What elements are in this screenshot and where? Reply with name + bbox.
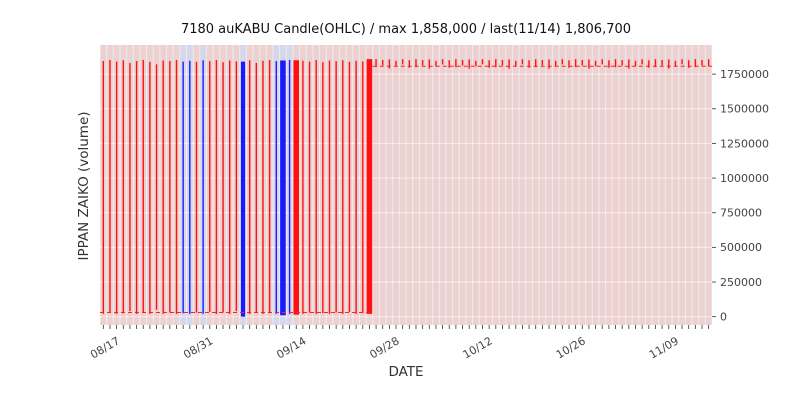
y-tick-label: 250000 xyxy=(720,276,762,289)
candle-stripe xyxy=(646,45,652,325)
y-tick-label: 1500000 xyxy=(720,103,769,116)
x-tick-label: 08/17 xyxy=(88,334,122,361)
candle-stripe xyxy=(466,45,472,325)
candle-stripe xyxy=(512,45,519,325)
candle-stripe xyxy=(426,45,433,325)
candle-stripe xyxy=(479,45,486,325)
y-tick-label: 1250000 xyxy=(720,137,769,150)
candle-stripe xyxy=(419,45,426,325)
candle-stripe xyxy=(373,45,379,325)
candle-stripe xyxy=(572,45,579,325)
candle-stripe xyxy=(626,45,632,325)
candle-stripe xyxy=(413,45,419,325)
candle-stripe xyxy=(699,45,705,325)
candle-stripe xyxy=(386,45,393,325)
x-tick-label: 10/26 xyxy=(554,334,588,361)
x-tick-label: 09/14 xyxy=(274,334,308,361)
candle-stripe xyxy=(433,45,439,325)
candle-stripe xyxy=(499,45,506,325)
x-tick-label: 08/31 xyxy=(181,334,215,361)
candle-stripe xyxy=(399,45,406,325)
candle-stripe xyxy=(473,45,479,325)
candle-stripe xyxy=(652,45,659,325)
candle-stripe xyxy=(552,45,559,325)
candle-stripe xyxy=(486,45,492,325)
x-tick-label: 11/09 xyxy=(647,334,681,361)
candle-stripe xyxy=(639,45,645,325)
x-tick-label: 10/12 xyxy=(461,334,495,361)
candle-stripe xyxy=(566,45,572,325)
candle-stripe xyxy=(632,45,639,325)
candle-stripe xyxy=(672,45,679,325)
candle-stripe xyxy=(539,45,546,325)
x-tick-label: 09/28 xyxy=(368,334,402,361)
candle-stripe xyxy=(406,45,413,325)
candle-stripe xyxy=(586,45,592,325)
candle-stripe xyxy=(526,45,532,325)
y-tick-label: 0 xyxy=(720,311,727,324)
candle-stripe xyxy=(705,45,712,325)
candle-stripe xyxy=(379,45,386,325)
candle-stripe xyxy=(453,45,459,325)
candle-stripe xyxy=(393,45,399,325)
y-tick-label: 500000 xyxy=(720,241,762,254)
candle-stripe xyxy=(685,45,692,325)
candle-stripe xyxy=(519,45,526,325)
candle-stripe xyxy=(679,45,685,325)
candle-stripe xyxy=(599,45,606,325)
candle-stripe xyxy=(612,45,619,325)
y-tick-label: 1750000 xyxy=(720,68,769,81)
candle-stripe xyxy=(446,45,453,325)
candle-stripe xyxy=(665,45,672,325)
chart-title: 7180 auKABU Candle(OHLC) / max 1,858,000… xyxy=(180,22,632,37)
candle-stripe xyxy=(692,45,699,325)
candle-stripe xyxy=(659,45,665,325)
candle-stripe xyxy=(619,45,625,325)
plot-background xyxy=(100,45,712,325)
candle-stripe xyxy=(532,45,539,325)
candle-stripe xyxy=(493,45,499,325)
candle-stripe xyxy=(592,45,599,325)
y-tick-label: 750000 xyxy=(720,207,762,220)
candle-stripe xyxy=(606,45,612,325)
candle-stripe xyxy=(439,45,446,325)
candle-stripe xyxy=(559,45,566,325)
x-axis-label: DATE xyxy=(388,364,424,380)
y-tick-label: 1000000 xyxy=(720,172,769,185)
candle-stripe xyxy=(459,45,466,325)
candle-stripe xyxy=(546,45,552,325)
candle-stripe xyxy=(506,45,512,325)
candle-stripe xyxy=(579,45,586,325)
